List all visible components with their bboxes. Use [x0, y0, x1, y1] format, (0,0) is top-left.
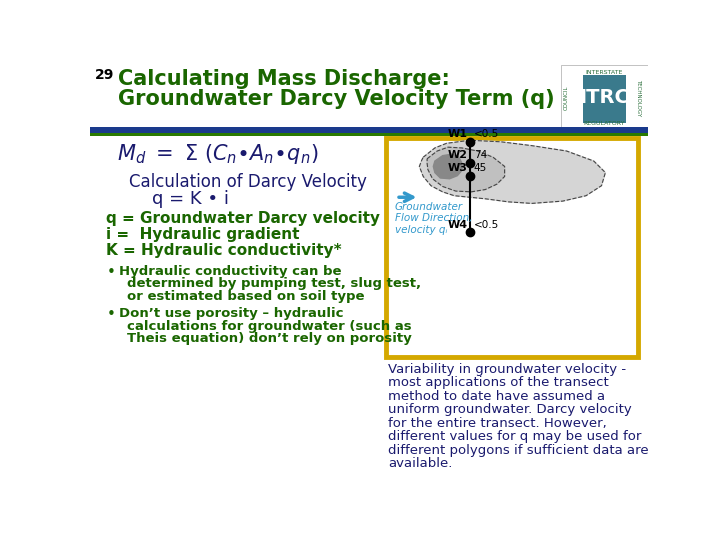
Text: K = Hydraulic conductivity*: K = Hydraulic conductivity* — [106, 244, 341, 259]
Text: INTERSTATE: INTERSTATE — [585, 70, 623, 75]
Text: W1: W1 — [448, 130, 468, 139]
Text: 74: 74 — [474, 150, 487, 160]
Text: 45: 45 — [474, 164, 487, 173]
Bar — [561, 65, 648, 130]
Text: $M_d\ =\ \Sigma\ (C_n{\bullet}A_n{\bullet}q_n)$: $M_d\ =\ \Sigma\ (C_n{\bullet}A_n{\bulle… — [117, 142, 318, 166]
Text: most applications of the transect: most applications of the transect — [388, 376, 609, 389]
Text: Theis equation) don’t rely on porosity: Theis equation) don’t rely on porosity — [127, 332, 412, 345]
Text: q = Groundwater Darcy velocity: q = Groundwater Darcy velocity — [106, 211, 379, 226]
Polygon shape — [433, 154, 462, 179]
Text: i =  Hydraulic gradient: i = Hydraulic gradient — [106, 227, 299, 242]
Text: Variability in groundwater velocity -: Variability in groundwater velocity - — [388, 363, 626, 376]
Text: different values for q may be used for: different values for q may be used for — [388, 430, 642, 443]
Text: <0.5: <0.5 — [474, 130, 499, 139]
Text: or estimated based on soil type: or estimated based on soil type — [127, 289, 365, 302]
Text: determined by pumping test, slug test,: determined by pumping test, slug test, — [127, 278, 421, 291]
Text: Groundwater Darcy Velocity Term (q): Groundwater Darcy Velocity Term (q) — [118, 89, 554, 109]
Text: TECHNOLOGY: TECHNOLOGY — [636, 79, 642, 117]
Text: uniform groundwater. Darcy velocity: uniform groundwater. Darcy velocity — [388, 403, 632, 416]
Polygon shape — [427, 147, 505, 192]
Text: Don’t use porosity – hydraulic: Don’t use porosity – hydraulic — [120, 307, 344, 320]
Text: Hydraulic conductivity can be: Hydraulic conductivity can be — [120, 265, 342, 278]
Text: COUNCIL: COUNCIL — [564, 86, 569, 110]
Text: available.: available. — [388, 457, 453, 470]
Text: W3: W3 — [448, 164, 468, 173]
Bar — [386, 138, 638, 357]
Text: REGULATORY: REGULATORY — [583, 120, 624, 126]
Text: <0.5: <0.5 — [474, 220, 499, 229]
Text: q = K • i: q = K • i — [152, 190, 229, 208]
Bar — [90, 127, 648, 132]
Text: 29: 29 — [94, 68, 114, 82]
Bar — [90, 132, 648, 137]
Polygon shape — [419, 140, 606, 204]
Text: ITRC: ITRC — [579, 89, 629, 107]
Text: •: • — [107, 265, 116, 280]
Text: for the entire transect. However,: for the entire transect. However, — [388, 417, 607, 430]
Text: Groundwater
Flow Direction,
velocity qᵢ: Groundwater Flow Direction, velocity qᵢ — [395, 202, 472, 235]
Text: W2: W2 — [448, 150, 468, 160]
Text: calculations for groundwater (such as: calculations for groundwater (such as — [127, 320, 412, 333]
Text: Calculating Mass Discharge:: Calculating Mass Discharge: — [118, 70, 450, 90]
Text: Calculation of Darcy Velocity: Calculation of Darcy Velocity — [129, 173, 366, 191]
Text: •: • — [107, 307, 116, 322]
Text: different polygons if sufficient data are: different polygons if sufficient data ar… — [388, 444, 649, 457]
Text: method to date have assumed a: method to date have assumed a — [388, 390, 606, 403]
Bar — [90, 65, 570, 130]
Bar — [583, 75, 626, 123]
Text: W4: W4 — [448, 220, 468, 229]
